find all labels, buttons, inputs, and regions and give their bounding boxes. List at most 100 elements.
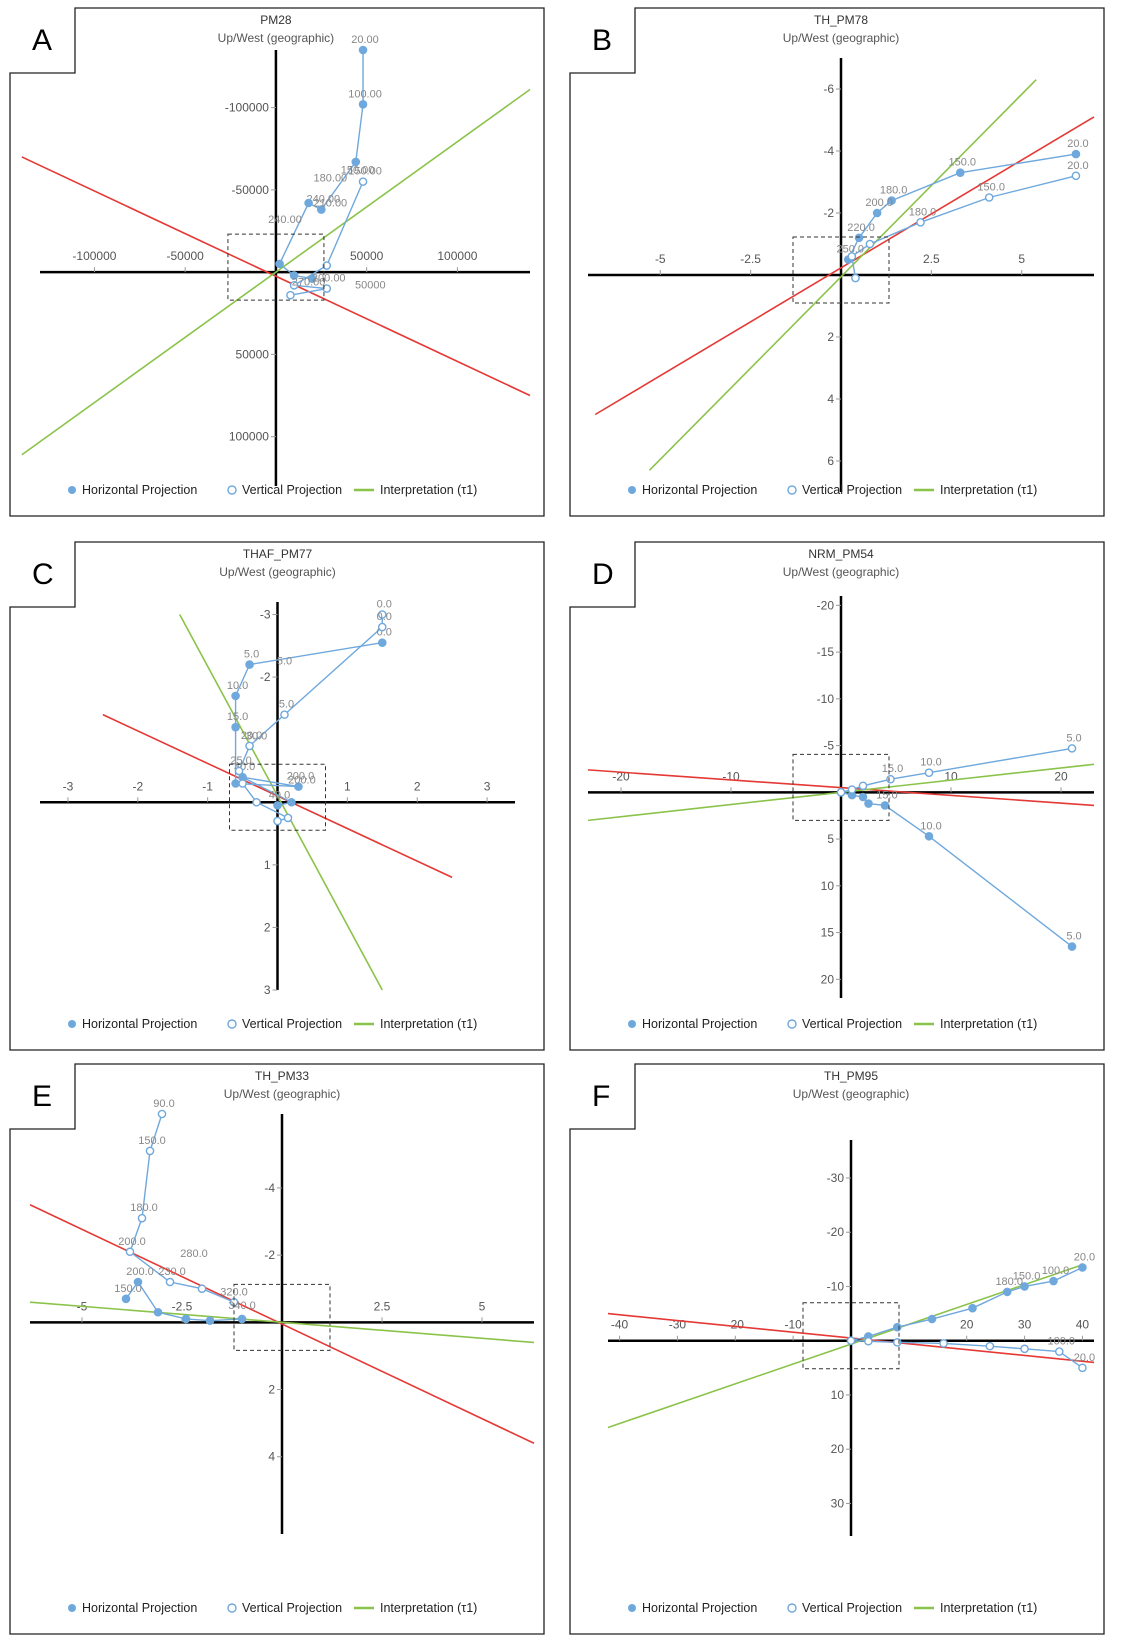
horizontal-series-point-label: 180.0 <box>880 185 908 197</box>
x-tick-label: 1 <box>344 779 351 793</box>
vertical-series-point-label: 150.00 <box>348 166 382 178</box>
horizontal-series-point <box>121 1294 131 1304</box>
horizontal-series-point <box>289 271 299 280</box>
horizontal-series-point-label: 100.00 <box>348 88 382 100</box>
y-tick-label: 50000 <box>236 347 270 361</box>
legend: Horizontal Projection Vertical Projection… <box>628 1601 1037 1615</box>
legend-interpretation-label: Interpretation (τ1) <box>380 1017 477 1031</box>
vertical-series-point <box>280 710 289 719</box>
vertical-series-point <box>939 1339 948 1348</box>
x-tick-label: 3 <box>484 779 491 793</box>
vertical-series-point <box>847 252 857 261</box>
horizontal-series-point-label: 150.0 <box>949 157 977 169</box>
horizontal-series-point-label: 10.0 <box>227 680 248 692</box>
vertical-series-point-label: 230.0 <box>158 1266 186 1278</box>
vertical-series-point-label: 180.0 <box>130 1202 158 1214</box>
legend-vertical-marker <box>787 1019 797 1029</box>
point-label: 270.00 <box>292 276 326 288</box>
vertical-series-point <box>286 290 295 300</box>
legend-horizontal-marker <box>68 1020 76 1028</box>
horizontal-series-point <box>351 157 361 167</box>
horizontal-series-point-label: 20.0 <box>1067 138 1088 150</box>
legend-vertical-label: Vertical Projection <box>802 1017 902 1031</box>
vertical-series-point <box>234 766 244 776</box>
horizontal-series-point <box>892 1322 902 1332</box>
x-tick-label: 20 <box>1054 769 1068 783</box>
vertical-series-point-label: 0.0 <box>377 611 392 623</box>
vertical-series-point <box>847 785 857 794</box>
x-tick-label: 5 <box>1018 252 1025 266</box>
vertical-series-point-label: 150.0 <box>977 182 1005 194</box>
x-tick-label: 2.5 <box>923 252 940 266</box>
vertical-series-path <box>850 1340 1083 1369</box>
horizontal-series-point <box>133 1277 143 1287</box>
horizontal-series-point-label: 200.0 <box>126 1266 154 1278</box>
horizontal-series-point <box>377 638 387 647</box>
legend-horizontal-marker <box>628 1604 636 1612</box>
vertical-series-point <box>858 781 868 791</box>
vertical-series-point <box>377 610 387 619</box>
vertical-series-point-label: 150.0 <box>138 1135 166 1147</box>
y-tick-label: -30 <box>827 1171 845 1185</box>
vertical-series-point-label: 10.0 <box>920 757 941 769</box>
x-tick-label: 5 <box>479 1299 486 1313</box>
vertical-series-point-label: 20.0 <box>1074 1352 1095 1364</box>
point-label: 50000 <box>355 280 386 292</box>
y-tick-label: -4 <box>823 144 834 158</box>
legend-horizontal-marker <box>628 486 636 494</box>
horizontal-series-point <box>237 1314 247 1324</box>
legend: Horizontal Projection Vertical Projection… <box>68 483 477 497</box>
point-label: 240.00 <box>268 214 302 226</box>
vertical-series-point <box>137 1213 147 1223</box>
vertical-series-point-label: 5.0 <box>1066 732 1081 744</box>
horizontal-series-point-label: 15.0 <box>227 711 248 723</box>
zoom-region <box>792 753 890 821</box>
x-tick-label: 2.5 <box>374 1299 391 1313</box>
y-tick-label: -2 <box>823 206 834 220</box>
y-tick-label: 5 <box>827 832 834 846</box>
legend-vertical-marker <box>227 1603 237 1613</box>
horizontal-series-point-label: 100.0 <box>1042 1265 1070 1277</box>
point-label: 5.0 <box>277 656 292 668</box>
horizontal-series-point <box>924 831 934 841</box>
zoom-region <box>227 233 325 301</box>
x-tick-label: -5 <box>655 252 666 266</box>
legend-vertical-marker <box>787 485 797 495</box>
vertical-series-point <box>377 622 387 632</box>
y-tick-label: -10 <box>827 1279 845 1293</box>
horizontal-series-point <box>245 660 254 669</box>
x-tick-label: -10 <box>784 1318 802 1332</box>
interpretation-line <box>29 1301 535 1344</box>
y-tick-label: -2 <box>260 670 271 684</box>
horizontal-series-point <box>880 801 890 810</box>
horizontal-series-point <box>1067 942 1077 951</box>
y-tick-label: 30 <box>831 1496 845 1510</box>
chart-title: NRM_PM54 <box>808 547 874 561</box>
chart-title: TH_PM78 <box>814 13 868 27</box>
legend: Horizontal Projection Vertical Projection… <box>68 1601 477 1615</box>
y-tick-label: 100000 <box>229 430 269 444</box>
chart-subtitle: Up/West (geographic) <box>218 31 335 45</box>
great-circle-line <box>594 116 1095 416</box>
legend-horizontal-label: Horizontal Projection <box>642 1601 757 1615</box>
legend: Horizontal Projection Vertical Projection… <box>628 1017 1037 1031</box>
vertical-series-point-label: 15.0 <box>882 763 903 775</box>
panel-frame <box>9 1063 545 1635</box>
horizontal-series-point <box>205 1316 215 1325</box>
legend-horizontal-marker <box>68 486 76 494</box>
x-tick-label: -20 <box>727 1318 745 1332</box>
horizontal-series-point-label: 150.0 <box>114 1283 142 1295</box>
interpretation-line <box>648 79 1037 471</box>
y-tick-label: -5 <box>823 739 834 753</box>
horizontal-series-point <box>1049 1276 1058 1286</box>
great-circle-line <box>587 769 1095 807</box>
vertical-series-point <box>283 813 293 823</box>
horizontal-series-point <box>1020 1282 1029 1291</box>
legend-vertical-marker <box>787 1603 797 1613</box>
vertical-series-point-label: 100.0 <box>1048 1336 1076 1348</box>
x-tick-label: 2 <box>414 779 421 793</box>
legend-horizontal-label: Horizontal Projection <box>82 1017 197 1031</box>
point-label: 210.00 <box>314 197 348 209</box>
vertical-series-point-label: 180.0 <box>909 206 937 218</box>
horizontal-series-point <box>307 274 317 283</box>
